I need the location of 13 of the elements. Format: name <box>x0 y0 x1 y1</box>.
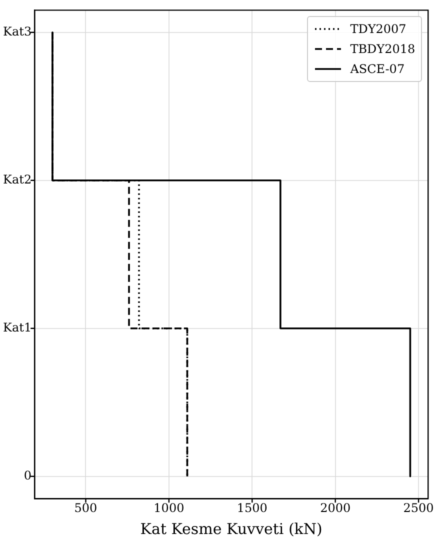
x-tick-label: 2000 <box>320 500 351 515</box>
y-tick-label: Kat2 <box>3 172 32 187</box>
legend-label: TBDY2018 <box>350 42 416 56</box>
x-tick-label: 500 <box>74 500 98 515</box>
legend-label: TDY2007 <box>350 22 406 36</box>
x-axis-title: Kat Kesme Kuvveti (kN) <box>140 520 322 538</box>
y-tick-label: 0 <box>24 468 32 483</box>
y-tick-label: Kat1 <box>3 320 32 335</box>
legend-label: ASCE-07 <box>350 62 405 76</box>
x-tick-label: 1000 <box>154 500 184 515</box>
x-tick-label: 2500 <box>403 500 434 515</box>
x-tick-label: 1500 <box>236 500 268 515</box>
y-tick-label: Kat3 <box>3 24 32 39</box>
